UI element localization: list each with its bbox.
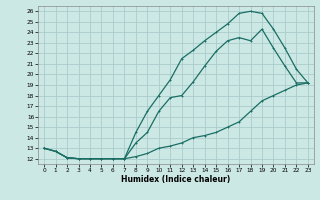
X-axis label: Humidex (Indice chaleur): Humidex (Indice chaleur): [121, 175, 231, 184]
